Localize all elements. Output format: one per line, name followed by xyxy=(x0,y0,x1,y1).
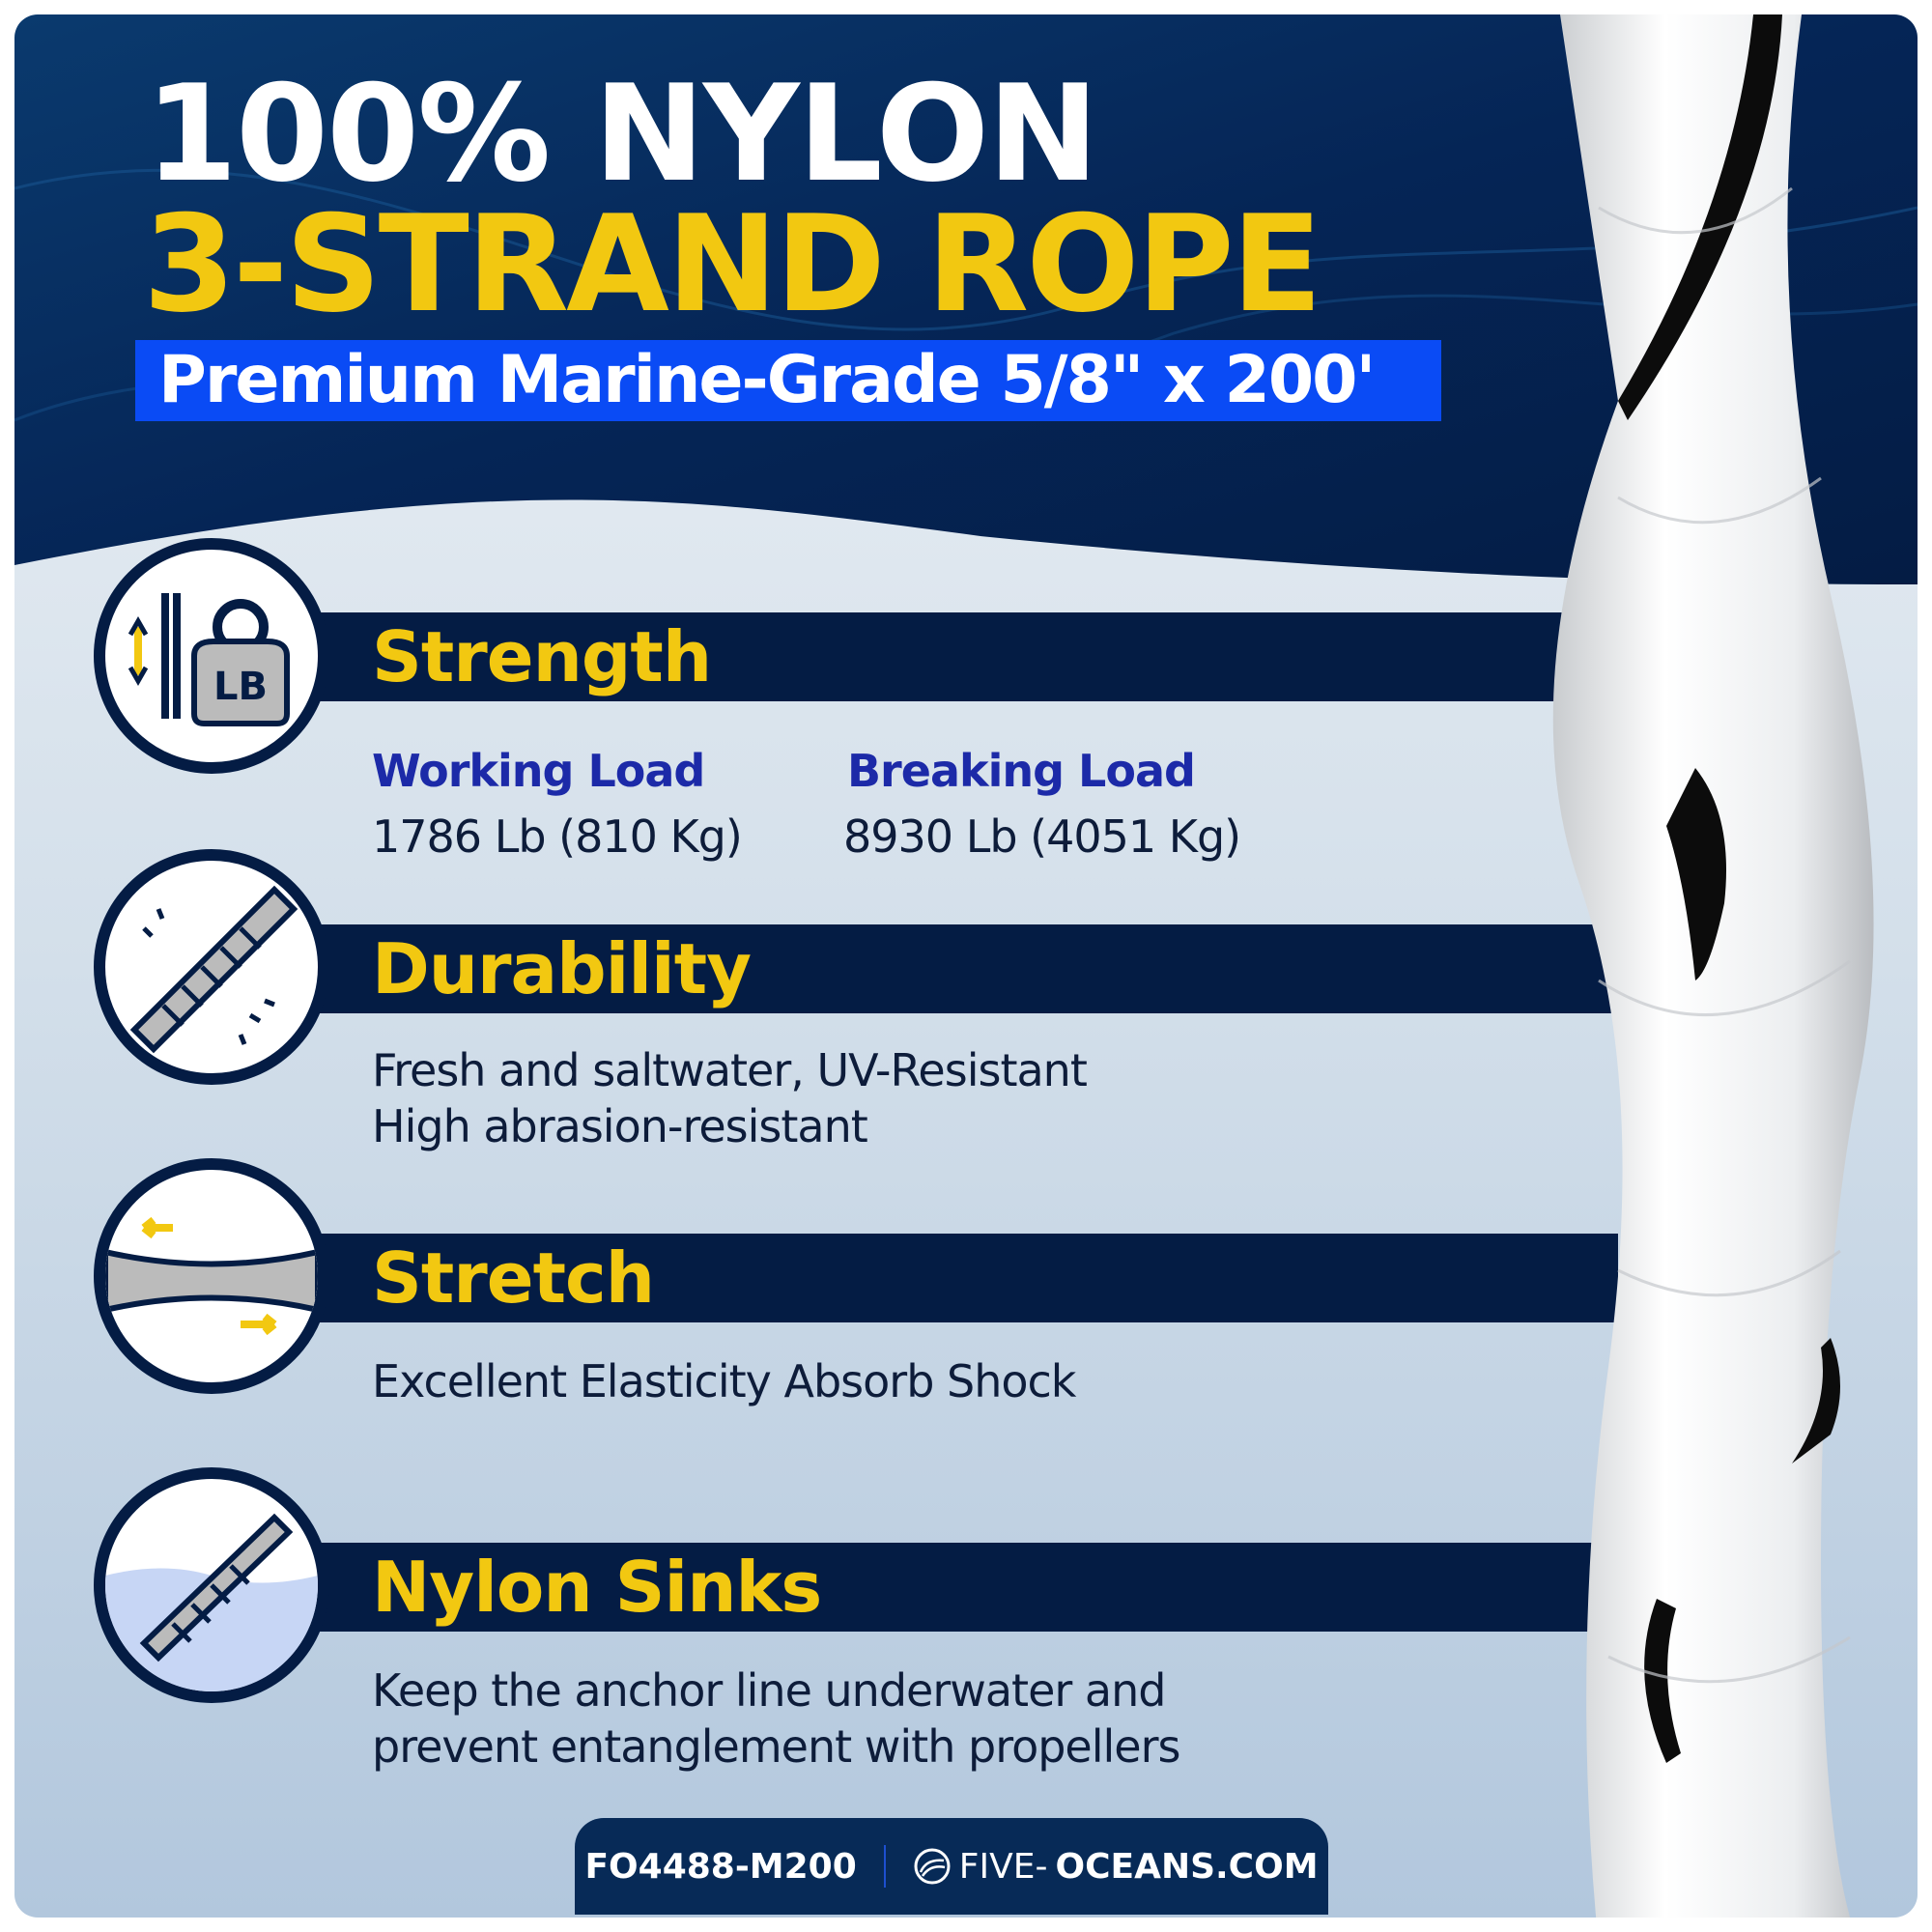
rope-photo xyxy=(1552,14,1874,1918)
rope-abrasion-icon xyxy=(94,849,329,1085)
website-light: FIVE- xyxy=(958,1846,1048,1887)
rope-stretch-icon xyxy=(94,1158,329,1394)
breaking-load-value: 8930 Lb (4051 Kg) xyxy=(843,810,1241,863)
rope-underwater-icon xyxy=(94,1467,329,1703)
stretch-title: Stretch xyxy=(372,1237,655,1319)
stretch-bar xyxy=(285,1234,1618,1322)
title-line-2: 3-STRAND ROPE xyxy=(143,186,1322,342)
stretch-line-1: Excellent Elasticity Absorb Shock xyxy=(372,1355,1076,1407)
nylon-sinks-line-2: prevent entanglement with propellers xyxy=(372,1720,1180,1773)
breaking-load-label: Breaking Load xyxy=(847,745,1196,797)
title-line-1: 100% NYLON xyxy=(145,56,1099,212)
website-bold: OCEANS.COM xyxy=(1055,1846,1319,1887)
footer-bar: FO4488-M200 FIVE- OCEANS.COM xyxy=(575,1818,1328,1915)
nylon-sinks-title: Nylon Sinks xyxy=(372,1547,822,1628)
subtitle-banner: Premium Marine-Grade 5/8" x 200' xyxy=(135,340,1441,421)
website-link[interactable]: FIVE- OCEANS.COM xyxy=(913,1847,1319,1887)
strength-title: Strength xyxy=(372,616,712,697)
durability-bar xyxy=(285,924,1618,1013)
durability-line-2: High abrasion-resistant xyxy=(372,1100,868,1152)
kettlebell-lb-icon: LB xyxy=(94,538,329,774)
nylon-sinks-bar xyxy=(285,1543,1618,1632)
five-oceans-logo-icon xyxy=(914,1848,951,1885)
nylon-sinks-line-1: Keep the anchor line underwater and xyxy=(372,1664,1166,1717)
footer-divider xyxy=(883,1845,886,1888)
product-sku: FO4488-M200 xyxy=(584,1846,857,1887)
working-load-label: Working Load xyxy=(372,745,705,797)
strength-bar xyxy=(285,612,1618,701)
svg-text:LB: LB xyxy=(213,665,268,709)
durability-title: Durability xyxy=(372,928,752,1009)
product-infographic: 100% NYLON 3-STRAND ROPE Premium Marine-… xyxy=(14,14,1918,1918)
working-load-value: 1786 Lb (810 Kg) xyxy=(372,810,743,863)
durability-line-1: Fresh and saltwater, UV-Resistant xyxy=(372,1044,1088,1096)
